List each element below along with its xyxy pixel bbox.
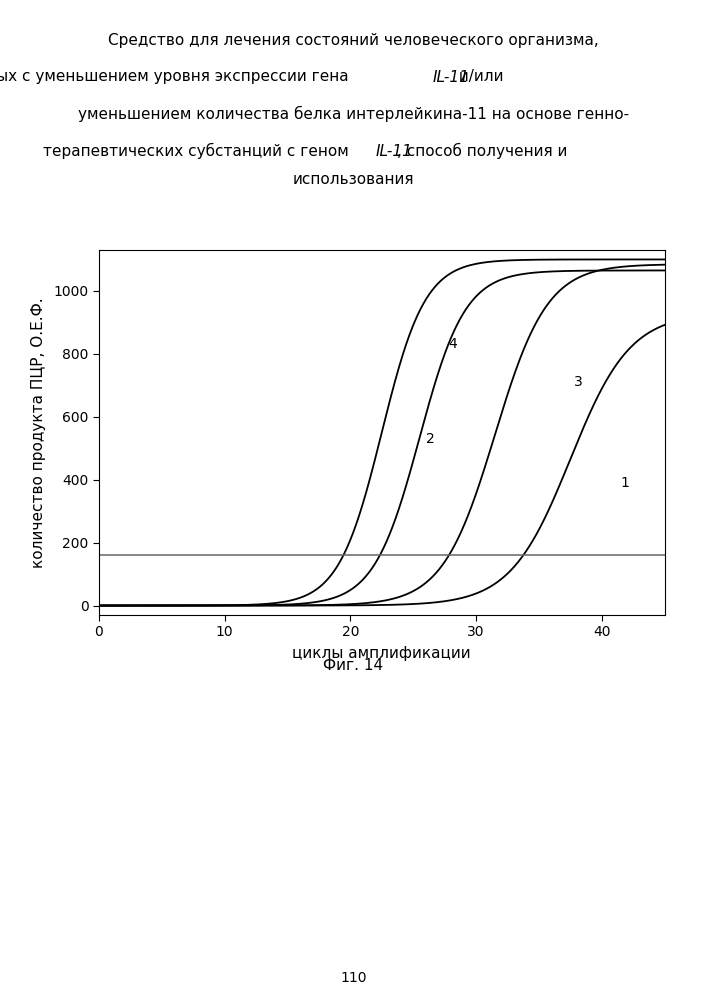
Text: терапевтических субстанций с геном: терапевтических субстанций с геном	[43, 143, 354, 159]
Text: , способ получения и: , способ получения и	[397, 143, 568, 159]
Y-axis label: количество продукта ПЦР, О.Е.Ф.: количество продукта ПЦР, О.Е.Ф.	[32, 297, 47, 568]
Text: Средство для лечения состояний человеческого организма,: Средство для лечения состояний человечес…	[108, 32, 599, 47]
Text: и/или: и/или	[455, 70, 504, 85]
Text: IL-11: IL-11	[433, 70, 469, 85]
Text: уменьшением количества белка интерлейкина-11 на основе генно-: уменьшением количества белка интерлейкин…	[78, 106, 629, 122]
Text: связанных с уменьшением уровня экспрессии гена: связанных с уменьшением уровня экспресси…	[0, 70, 354, 85]
Text: 2: 2	[426, 432, 435, 446]
Text: 4: 4	[448, 337, 457, 351]
Text: 3: 3	[574, 375, 583, 389]
Text: IL-11: IL-11	[375, 143, 412, 158]
Text: 110: 110	[340, 971, 367, 985]
Text: Фиг. 14: Фиг. 14	[323, 658, 384, 672]
Text: 1: 1	[621, 476, 629, 490]
Text: использования: использования	[293, 172, 414, 188]
X-axis label: циклы амплификации: циклы амплификации	[293, 646, 471, 661]
